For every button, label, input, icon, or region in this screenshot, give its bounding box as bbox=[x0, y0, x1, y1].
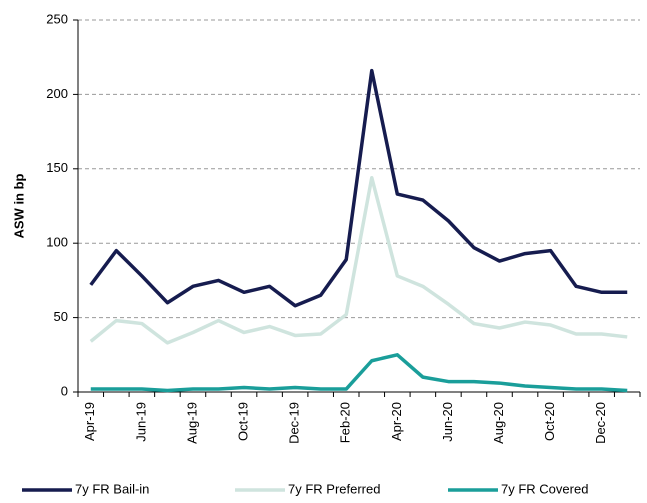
x-tick-label: Oct-20 bbox=[542, 402, 557, 441]
x-tick-label: Apr-20 bbox=[389, 402, 404, 441]
x-tick-label: Dec-19 bbox=[287, 402, 302, 444]
x-tick-label: Dec-20 bbox=[593, 402, 608, 444]
x-tick-label: Aug-20 bbox=[491, 402, 506, 444]
x-tick-label: Jun-19 bbox=[133, 402, 148, 442]
y-tick-label: 0 bbox=[61, 383, 68, 398]
x-tick-label: Aug-19 bbox=[184, 402, 199, 444]
y-tick-label: 150 bbox=[46, 160, 68, 175]
x-tick-label: Jun-20 bbox=[440, 402, 455, 442]
legend-label: 7y FR Bail-in bbox=[75, 481, 149, 496]
line-series bbox=[90, 353, 628, 393]
y-axis-label: ASW in bp bbox=[11, 173, 26, 238]
legend-label: 7y FR Preferred bbox=[288, 481, 380, 496]
legend-label: 7y FR Covered bbox=[501, 481, 588, 496]
x-tick-label: Oct-19 bbox=[235, 402, 250, 441]
y-tick-label: 100 bbox=[46, 235, 68, 250]
y-tick-label: 250 bbox=[46, 11, 68, 26]
x-tick-label: Feb-20 bbox=[338, 402, 353, 443]
y-tick-label: 200 bbox=[46, 86, 68, 101]
y-tick-label: 50 bbox=[54, 309, 68, 324]
x-tick-label: Apr-19 bbox=[82, 402, 97, 441]
line-series bbox=[89, 175, 628, 345]
line-series bbox=[89, 68, 628, 308]
